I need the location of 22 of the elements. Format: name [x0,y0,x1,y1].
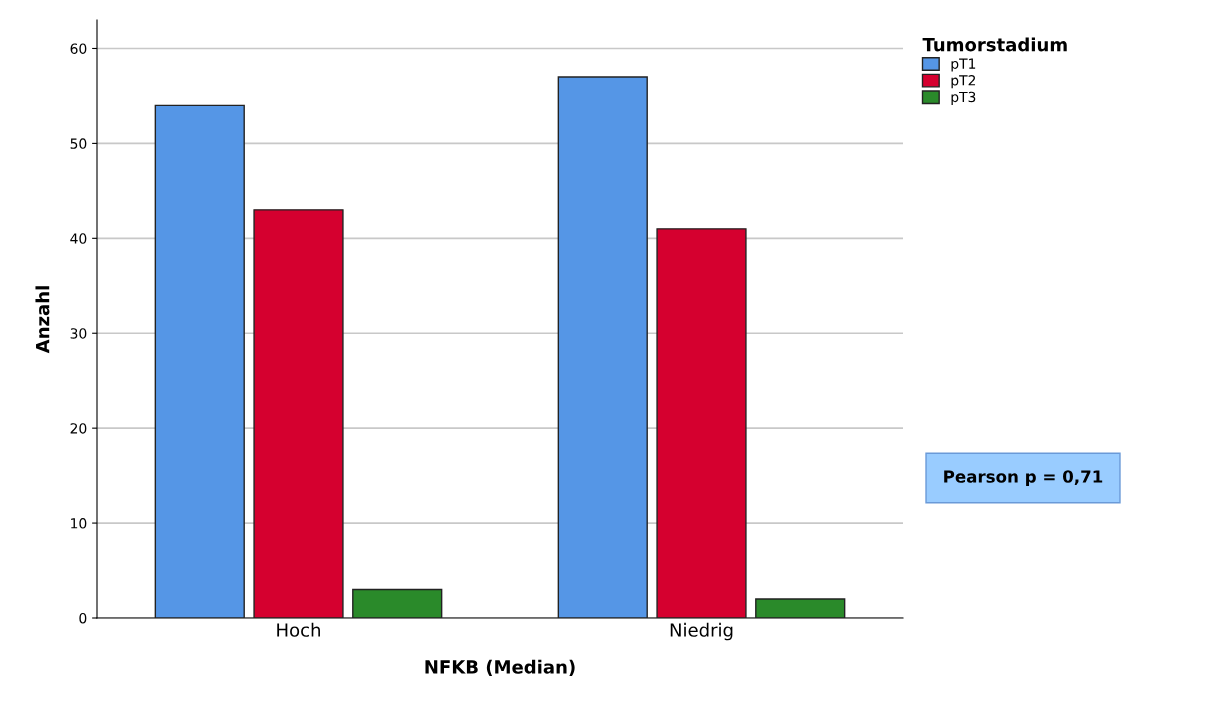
y-axis-title: Anzahl [35,286,50,354]
x-tick-label: Niedrig [670,622,733,641]
x-axis-title: NFKB (Median) [425,659,575,676]
legend-title: Tumorstadium [922,37,1067,52]
x-tick-label: Hoch [277,622,320,637]
legend-label: pT3 [951,91,976,105]
bar [253,209,344,618]
text: Pearson p = 0,71 [944,470,1103,487]
y-tick-label: 50 [70,138,87,149]
bar [352,588,443,618]
y-tick-label: 20 [70,423,87,434]
bar [557,76,648,618]
bar [656,228,747,618]
legend-label: pT2 [951,75,976,89]
bar [154,104,245,618]
legend-label: pT1 [951,58,976,72]
bar [755,598,846,618]
y-tick-label: 0 [79,612,87,624]
y-tick-label: 60 [70,43,87,54]
y-tick-label: 10 [71,518,87,529]
y-tick-label: 30 [70,328,87,339]
y-tick-label: 40 [70,233,87,244]
